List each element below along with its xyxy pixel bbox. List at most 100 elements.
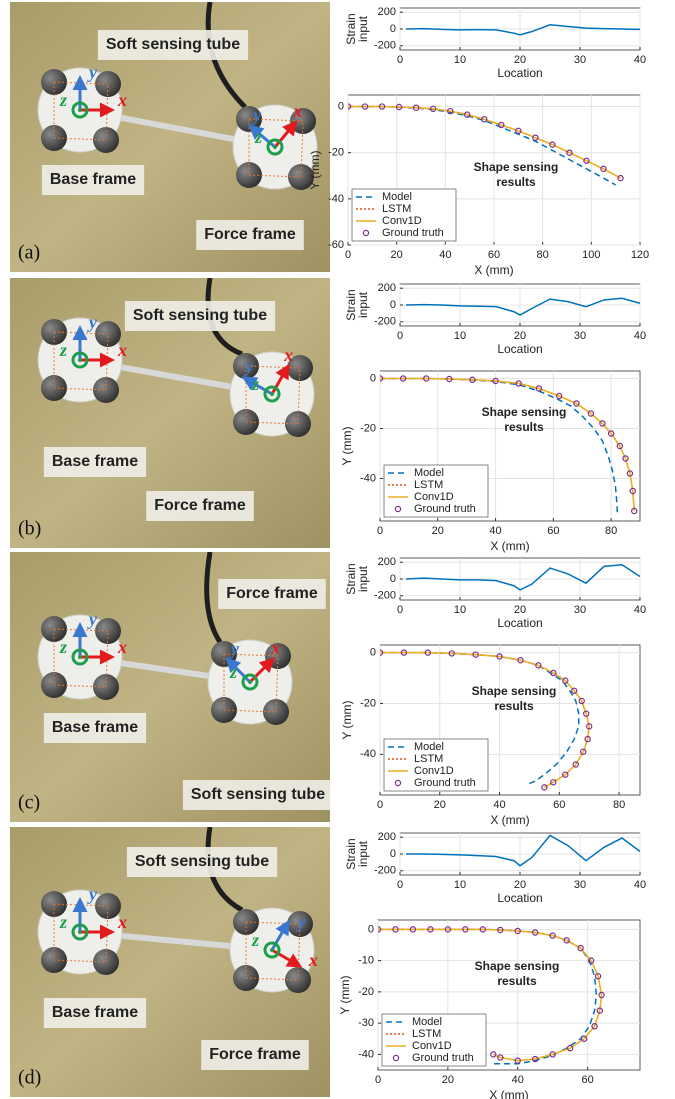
legend-label: Conv1D — [414, 491, 454, 503]
axis-y-label: y — [87, 312, 98, 332]
y-tick-label: -40 — [328, 193, 344, 205]
axis-z-label: z — [254, 127, 262, 147]
photo: xyzxyzSoft sensing tubeBase frameForce f… — [10, 2, 330, 272]
y-axis-label: Y (mm) — [340, 426, 354, 465]
x-tick-label: 10 — [454, 879, 466, 891]
base-label: Base frame — [52, 719, 138, 736]
force-label: Force frame — [209, 1046, 301, 1063]
y-tick-label: -20 — [358, 986, 374, 998]
x-tick-label: 40 — [634, 330, 646, 342]
y-tick-label: 0 — [338, 100, 344, 112]
y-axis-label: input — [356, 291, 370, 318]
x-tick-label: 10 — [454, 604, 466, 616]
photo: xyzxyzSoft sensing tubeBase frameForce f… — [10, 552, 333, 822]
force-label: Force frame — [154, 497, 246, 514]
axis-z-label: z — [229, 662, 237, 682]
x-tick-label: 20 — [514, 879, 526, 891]
annotation: results — [504, 420, 544, 434]
y-tick-label: 0 — [390, 848, 396, 860]
x-tick-label: 0 — [397, 330, 403, 342]
axis-z-label: z — [251, 930, 259, 950]
x-axis-label: Location — [497, 66, 542, 80]
x-tick-label: 80 — [605, 525, 617, 537]
force-frame: xy z — [230, 908, 318, 993]
photo-content: xyzxyzSoft sensing tubeBase frameForce f… — [10, 278, 330, 548]
axis-z-label: z — [59, 637, 67, 657]
axis-z-label: z — [59, 340, 67, 360]
y-tick-label: -200 — [374, 865, 396, 877]
axis-y-label: y — [87, 62, 98, 82]
axis-x-label: x — [117, 90, 127, 110]
base-label: Base frame — [52, 1004, 138, 1021]
axis-y-label: y — [87, 609, 98, 629]
legend-label: Conv1D — [414, 765, 454, 777]
x-tick-label: 40 — [493, 799, 505, 811]
force-label: Force frame — [204, 226, 296, 243]
z-dot — [78, 358, 82, 362]
legend-label: LSTM — [414, 753, 443, 765]
x-tick-label: 20 — [391, 249, 403, 261]
y-axis-label: input — [356, 15, 370, 42]
y-tick-label: 0 — [370, 372, 376, 384]
x-tick-label: 0 — [345, 249, 351, 261]
base-frame: xyz — [38, 884, 127, 975]
y-tick-label: -20 — [328, 147, 344, 159]
y-axis-label: input — [356, 565, 370, 592]
axis-z-label: z — [251, 374, 259, 394]
y-tick-label: -200 — [374, 40, 396, 52]
legend-label: Model — [412, 1016, 442, 1028]
tube-label: Soft sensing tube — [133, 307, 267, 324]
y-tick-label: -20 — [360, 697, 376, 709]
x-tick-label: 20 — [442, 1074, 454, 1086]
base-frame: xyz — [38, 62, 127, 153]
shape-chart: 0204060800-20-40X (mm)Y (mm)Shape sensin… — [340, 645, 640, 827]
x-tick-label: 10 — [454, 54, 466, 66]
axis-z-label: z — [59, 912, 67, 932]
axis-x-label: x — [308, 950, 318, 970]
x-tick-label: 0 — [375, 1074, 381, 1086]
x-axis-label: X (mm) — [474, 263, 513, 277]
y-tick-label: 200 — [378, 282, 396, 294]
axis-x-label: x — [117, 340, 127, 360]
annotation: Shape sensing — [475, 959, 560, 973]
z-dot — [78, 930, 82, 934]
x-tick-label: 10 — [454, 330, 466, 342]
y-tick-label: 200 — [378, 556, 396, 568]
x-tick-label: 20 — [434, 799, 446, 811]
force-frame: xyz — [233, 101, 317, 190]
panel-label: (c) — [18, 792, 40, 814]
panel-label: (d) — [18, 1067, 41, 1089]
x-axis-label: Location — [497, 342, 542, 356]
photo: xyzxyzSoft sensing tubeBase frameForce f… — [10, 827, 330, 1097]
annotation: Shape sensing — [474, 160, 559, 174]
axis-x-label: x — [283, 345, 293, 365]
x-tick-label: 20 — [514, 604, 526, 616]
x-axis-label: Location — [497, 616, 542, 630]
x-tick-label: 40 — [634, 604, 646, 616]
axis-y-label: y — [296, 911, 307, 931]
axis-y-label: y — [251, 105, 262, 125]
x-tick-label: 30 — [574, 879, 586, 891]
axis-x-label: x — [270, 638, 280, 658]
base-label: Base frame — [50, 171, 136, 188]
figure: xyzxyzSoft sensing tubeBase frameForce f… — [0, 0, 675, 1099]
annotation: results — [497, 974, 537, 988]
x-tick-label: 40 — [439, 249, 451, 261]
x-tick-label: 60 — [547, 525, 559, 537]
legend-label: LSTM — [382, 203, 411, 215]
force-label: Force frame — [226, 585, 318, 602]
axis-x-label: x — [117, 637, 127, 657]
x-tick-label: 100 — [582, 249, 600, 261]
annotation: Shape sensing — [482, 405, 567, 419]
y-tick-label: -10 — [358, 955, 374, 967]
legend-label: Ground truth — [414, 503, 476, 515]
x-tick-label: 40 — [489, 525, 501, 537]
base-label: Base frame — [52, 453, 138, 470]
x-tick-label: 60 — [488, 249, 500, 261]
force-frame: xyz — [230, 345, 314, 437]
